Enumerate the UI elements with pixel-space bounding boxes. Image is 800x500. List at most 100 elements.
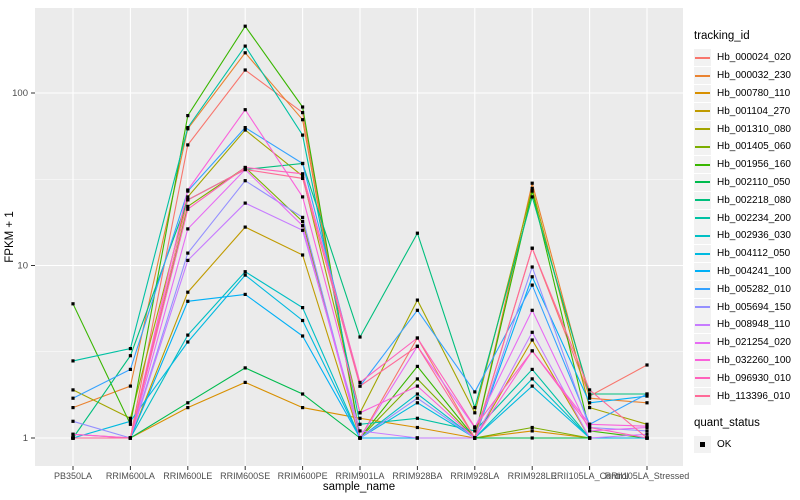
data-point [243,179,247,183]
legend-item-Hb_001104_270: Hb_001104_270 [694,102,800,120]
data-point [186,195,190,199]
legend-label: Hb_032260_100 [717,354,791,366]
data-point [243,165,247,170]
data-point [358,422,362,426]
data-point [645,392,649,396]
data-point [243,108,247,112]
data-point [128,436,132,440]
data-point [415,416,419,420]
line-key-icon [694,209,711,227]
data-point [128,419,132,423]
data-point [186,401,190,405]
legend-label: Hb_000024_020 [717,52,791,64]
legend-label: OK [717,439,732,451]
data-point [71,432,75,436]
data-point [588,388,592,392]
data-point [301,392,305,396]
data-point [415,364,419,368]
data-point [186,290,190,294]
line-key-icon [694,102,711,120]
data-point [415,377,419,381]
legend-item-Hb_000780_110: Hb_000780_110 [694,84,800,103]
legend-item-Hb_000032_230: Hb_000032_230 [694,67,800,85]
data-point [588,396,592,400]
x-tick-label: PB350LA [54,471,92,481]
data-point [645,363,649,367]
data-point [530,246,534,250]
data-point [301,215,305,219]
y-axis-title: FPKM + 1 [4,211,16,263]
data-point [588,436,592,440]
data-point [186,333,190,337]
x-tick-label: RRIM928LA [450,471,499,481]
data-point [186,126,190,130]
data-point [358,384,362,388]
data-point [186,258,190,262]
line-key-icon [694,49,711,67]
data-point [645,432,649,436]
data-point [243,270,247,274]
y-tick-label: 10 [17,261,28,272]
y-tick-label: 100 [12,88,28,99]
data-point [128,422,132,426]
data-point [243,292,247,296]
data-point [588,422,592,426]
legend-label: Hb_005694_150 [717,301,791,313]
data-point [530,186,534,190]
data-point [71,419,75,423]
data-point [530,195,534,199]
data-point [128,354,132,358]
data-point [530,330,534,334]
legend-item-Hb_096930_010: Hb_096930_010 [694,369,800,387]
data-point [415,308,419,312]
data-point [301,161,305,166]
data-point [415,401,419,405]
data-point [530,265,534,269]
legend-label: Hb_113396_010 [717,390,791,402]
line-key-icon [694,156,711,174]
data-point [588,406,592,410]
data-point [186,251,190,255]
data-point [415,392,419,396]
legend-label: Hb_002936_030 [717,230,791,242]
line-key-icon [694,298,711,316]
legend-item-Hb_021254_020: Hb_021254_020 [694,334,800,352]
data-point [128,367,132,371]
x-tick-label: RRIM600LA [106,471,155,481]
data-point [358,429,362,433]
quant-status-legend: quant_status OK [694,417,800,454]
legend-item-Hb_001405_060: Hb_001405_060 [694,138,800,156]
data-point [186,114,190,118]
data-point [186,207,190,211]
line-key-icon [694,67,711,85]
data-point [473,429,477,433]
data-point [588,394,592,398]
data-point [358,416,362,420]
legend-item-Hb_002234_200: Hb_002234_200 [694,209,800,227]
line-key-icon [694,280,711,298]
line-key-icon [694,387,711,405]
data-point [473,406,477,410]
data-point [243,273,247,277]
legend-label: Hb_002218_080 [717,194,791,206]
legend-item-Hb_000024_020: Hb_000024_020 [694,49,800,67]
x-axis-title: sample_name [322,481,396,493]
legend-label: Hb_004241_100 [717,265,791,277]
data-point [415,298,419,302]
data-point [588,401,592,405]
data-point [645,436,649,440]
data-point [530,338,534,342]
data-point [301,318,305,323]
line-key-icon [694,84,711,102]
legend-item-Hb_032260_100: Hb_032260_100 [694,351,800,370]
data-point [530,384,534,388]
legend-label: Hb_000780_110 [717,87,791,99]
data-point [530,367,534,371]
data-point [645,394,649,398]
data-point [243,126,247,130]
data-point [71,359,75,363]
data-point [415,396,419,400]
legend-item-Hb_008948_110: Hb_008948_110 [694,316,800,334]
data-point [301,334,305,338]
data-point [415,425,419,430]
